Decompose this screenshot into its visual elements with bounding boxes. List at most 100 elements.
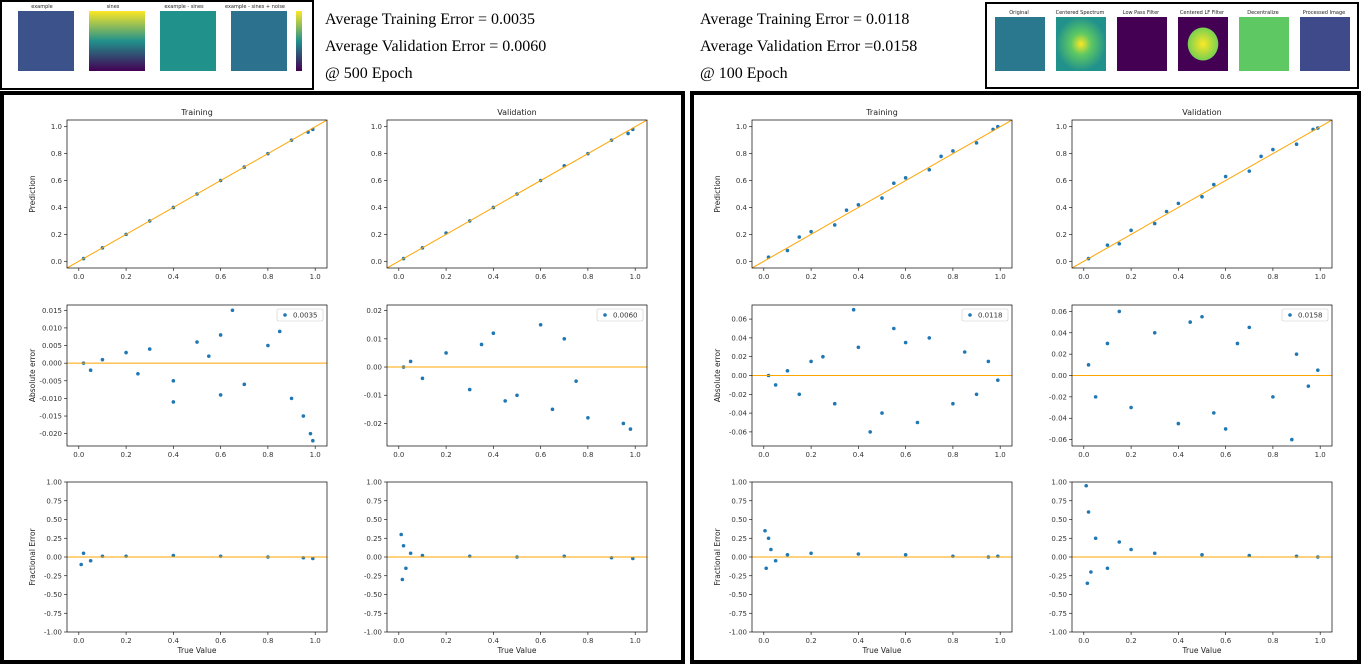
y-tick-label: 0.0 [1056,258,1067,266]
scatter-point [1271,395,1275,399]
x-tick-label: 0.8 [582,637,593,645]
y-tick-label: -1.00 [1049,629,1067,637]
x-tick-label: 0.2 [1126,451,1137,459]
scatter-point [124,554,128,558]
x-tick-label: 0.6 [900,451,912,459]
figure: examplesinesexample - sinesexample - sin… [0,0,1361,664]
x-tick-label: 0.4 [1173,451,1185,459]
plot-area [387,309,647,431]
y-tick-label: 0.005 [42,342,62,350]
scatter-point [172,379,176,383]
x-tick-label: 0.6 [535,273,547,281]
x-tick-label: 0.0 [758,637,769,645]
y-tick-label: 0.06 [731,316,747,324]
scatter-point [136,372,140,376]
y-tick-label: 0.0 [736,258,747,266]
x-tick-label: 0.8 [1267,637,1278,645]
scatter-point [774,383,778,387]
scatter-point [1212,411,1216,415]
x-tick-label: 1.0 [630,637,641,645]
x-tick-label: 1.0 [1315,451,1326,459]
scatter-point [763,529,767,533]
y-tick-label: 0.2 [371,231,382,239]
scatter-point [1247,326,1251,330]
x-tick-label: 1.0 [310,451,321,459]
x-tick-label: 0.0 [73,273,84,281]
y-tick-label: 0.02 [1051,351,1067,359]
y-tick-label: -1.00 [729,629,747,637]
panel-frame [2,93,683,662]
scatter-point [927,168,931,172]
x-tick-label: 0.0 [1078,637,1089,645]
y-tick-label: 0.50 [1051,516,1067,524]
x-tick-label: 0.0 [758,451,769,459]
y-tick-label: -0.06 [1049,436,1068,444]
scatter-point [468,388,472,392]
x-tick-label: 0.4 [853,451,865,459]
scatter-point [880,196,884,200]
scatter-point [444,351,448,355]
x-tick-label: 0.0 [393,637,404,645]
scatter-point [89,368,93,372]
scatter-point [399,533,403,537]
x-axis-label: True Value [177,646,217,655]
y-tick-label: 0.06 [1051,308,1067,316]
scatter-point [939,155,943,159]
y-tick-label: 0.8 [51,150,62,158]
scatter-point [409,551,413,555]
scatter-point [764,566,768,570]
y-tick-label: -0.75 [729,610,747,618]
scatter-point [622,422,626,426]
thumb-title: example [31,4,53,10]
y-tick-label: 0.000 [42,360,62,368]
y-tick-label: -0.02 [729,391,747,399]
scatter-point [1247,169,1251,173]
x-tick-label: 0.0 [73,451,84,459]
scatter-point [1295,352,1299,356]
plot-area [67,551,327,566]
y-tick-label: 0.50 [366,516,382,524]
x-tick-label: 0.6 [900,637,912,645]
y-tick-label: -0.50 [44,591,62,599]
x-tick-label: 0.6 [215,637,227,645]
x-tick-label: 0.2 [806,637,817,645]
scatter-point [975,393,979,397]
thumb-title: Centered LF Filter [1180,10,1225,16]
scatter-point [574,379,578,383]
x-tick-label: 0.2 [121,451,132,459]
x-tick-label: 0.4 [1173,637,1185,645]
y-tick-label: -0.75 [1049,610,1067,618]
subplot: 0.00.20.40.60.81.00.00.20.40.60.81.0Trai… [28,108,327,281]
subplot-title: Validation [1182,108,1222,117]
scatter-point [769,548,773,552]
scatter-point [503,399,507,403]
axes-frame [67,305,327,446]
thumb-image [1056,17,1106,71]
y-tick-label: -0.50 [729,591,747,599]
summary-line: Average Validation Error =0.0158 [700,38,917,55]
legend-marker [603,313,607,317]
y-tick-label: 0.4 [1056,204,1068,212]
scatter-point [951,149,955,153]
scatter-point [207,354,211,358]
scatter-point [904,553,908,557]
x-tick-label: 0.6 [1220,273,1232,281]
summary-line: @ 500 Epoch [325,65,413,82]
x-tick-label: 0.8 [262,451,273,459]
y-tick-label: -0.02 [364,420,382,428]
scatter-point [101,358,105,362]
plot-area [752,308,1012,434]
y-tick-label: 0.4 [736,204,748,212]
scatter-point [1087,363,1091,367]
x-tick-label: 0.2 [1126,273,1137,281]
scatter-point [402,544,406,548]
y-tick-label: 1.00 [1051,479,1067,487]
x-tick-label: 0.0 [1078,451,1089,459]
scatter-point [311,439,315,443]
y-tick-label: 0.0 [51,258,62,266]
scatter-point [124,351,128,355]
plot-area [387,120,647,268]
x-tick-label: 1.0 [630,273,641,281]
